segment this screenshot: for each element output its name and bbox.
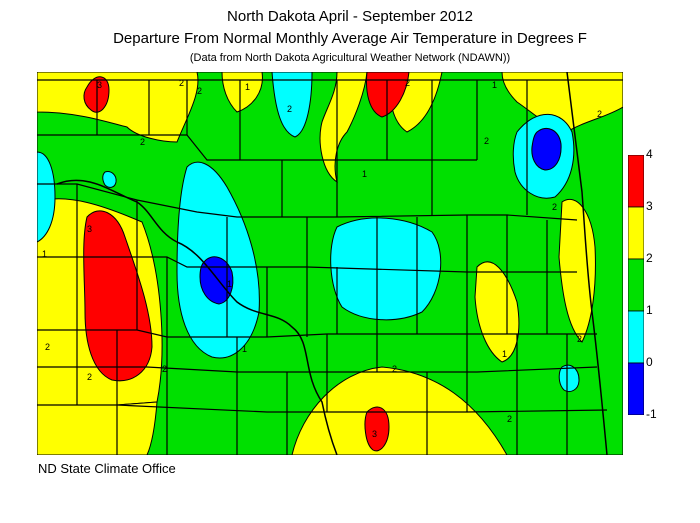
legend-tick-label: 3 [646,199,653,213]
cyan-region-southeast-small [558,364,580,393]
legend-tick-label: 2 [646,251,653,265]
color-legend [628,155,644,415]
contour-label: 2 [87,372,92,382]
cyan-region-north [271,72,313,138]
blue-region-northeast [531,128,562,171]
rivers-and-border [56,72,608,455]
contour-label: 2 [287,104,292,114]
band-3-to-4-regions [83,72,410,452]
contour-label: 2 [179,78,184,88]
map-title: North Dakota April - September 2012 [227,8,473,25]
legend-band-2 [628,206,644,260]
yellow-region-southeast-ellipse [474,261,520,363]
contour-label: 1 [502,349,507,359]
temperature-departure-map: 3 2 1 2 2 2 1 2 2 1 1 3 1 2 2 2 2 1 2 3 2 1 2 2 [37,72,623,455]
legend-tick-label: 1 [646,303,653,317]
legend-band-1 [628,155,644,208]
contour-label: 1 [227,279,232,289]
contour-label: 2 [140,137,145,147]
yellow-region-north-center [221,72,263,113]
yellow-region-south [291,366,508,455]
contour-label: 2 [162,364,167,374]
red-region-south [364,406,390,452]
contour-label: 3 [97,80,102,90]
contour-label: 2 [577,334,582,344]
contour-label: 1 [492,80,497,90]
credit-text: ND State Climate Office [38,461,176,476]
contour-label: 1 [362,169,367,179]
contour-label: 2 [45,342,50,352]
contour-label: 2 [484,136,489,146]
red-river-border [566,72,608,455]
legend-tick-label: 4 [646,147,653,161]
cyan-region-west-edge [37,151,56,243]
legend-tick-label: 0 [646,355,653,369]
missouri-river [56,179,338,455]
red-region-north [366,72,410,118]
legend-band-4 [628,310,644,364]
contour-label: 3 [87,224,92,234]
contour-label: 2 [392,364,397,374]
contour-label: 2 [552,202,557,212]
cyan-region-northwest-spot [102,171,117,188]
contour-label: 2 [405,78,410,88]
legend-tick-label: -1 [646,407,657,421]
contour-label: 2 [197,86,202,96]
legend-band-5 [628,362,644,415]
yellow-region-southwest [37,401,158,455]
red-region-west [83,210,153,382]
county-boundaries [37,79,623,455]
contour-label: 3 [372,429,377,439]
contour-label: 1 [245,82,250,92]
contour-label: 1 [42,249,47,259]
contour-label: 2 [507,414,512,424]
yellow-region-northwest [37,72,199,143]
contour-label: 1 [242,344,247,354]
map-source-note: (Data from North Dakota Agricultural Wea… [189,52,511,64]
map-subtitle: Departure From Normal Monthly Average Ai… [113,30,587,47]
legend-band-3 [628,258,644,312]
contour-label: 2 [597,109,602,119]
contour-labels: 3 2 1 2 2 2 1 2 2 1 1 3 1 2 2 2 2 1 2 3 2 1 2 2 [42,78,602,439]
